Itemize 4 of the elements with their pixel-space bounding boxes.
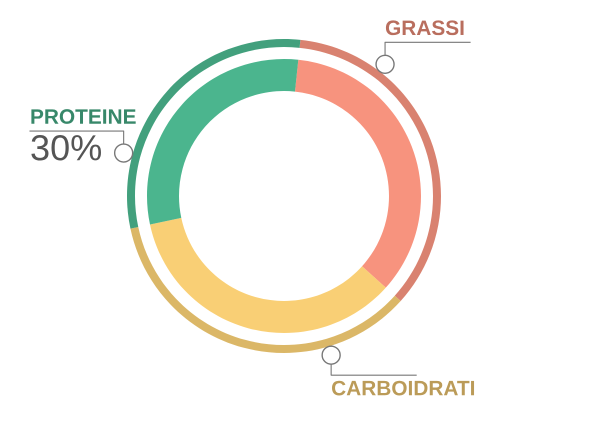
text: 30% [31, 134, 101, 161]
slice-label: CARBOIDRATI [332, 380, 474, 396]
slice-label: PROTEINE [31, 109, 136, 124]
slice-label: GRASSI [386, 20, 464, 36]
